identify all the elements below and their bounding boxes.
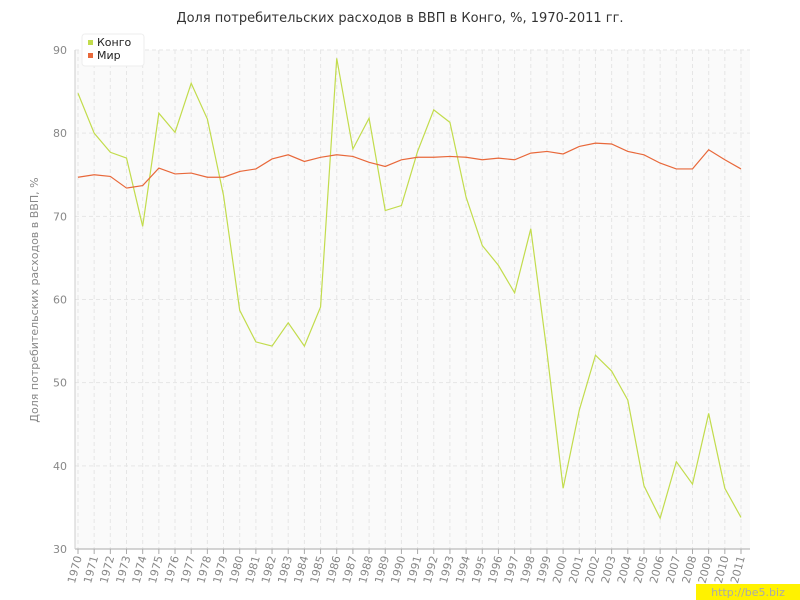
- line-series: [77, 142, 742, 189]
- y-tick-label: 70: [53, 210, 67, 223]
- legend-label: Конго: [97, 36, 132, 49]
- y-tick-label: 90: [53, 44, 67, 57]
- y-axis-label: Доля потребительских расходов в ВВП, %: [28, 177, 41, 422]
- y-tick-label: 30: [53, 543, 67, 556]
- line-series: [77, 58, 742, 520]
- chart-title: Доля потребительских расходов в ВВП в Ко…: [176, 11, 623, 26]
- legend-label: Мир: [97, 49, 121, 62]
- y-tick-label: 60: [53, 294, 67, 307]
- watermark: http://be5.biz: [711, 586, 785, 599]
- y-tick-label: 40: [53, 460, 67, 473]
- legend-box: [81, 33, 145, 67]
- legend-swatch: [88, 40, 93, 45]
- y-tick-label: 50: [53, 377, 67, 390]
- legend-swatch: [88, 53, 93, 58]
- y-tick-label: 80: [53, 127, 67, 140]
- watermark-bg: [696, 584, 800, 600]
